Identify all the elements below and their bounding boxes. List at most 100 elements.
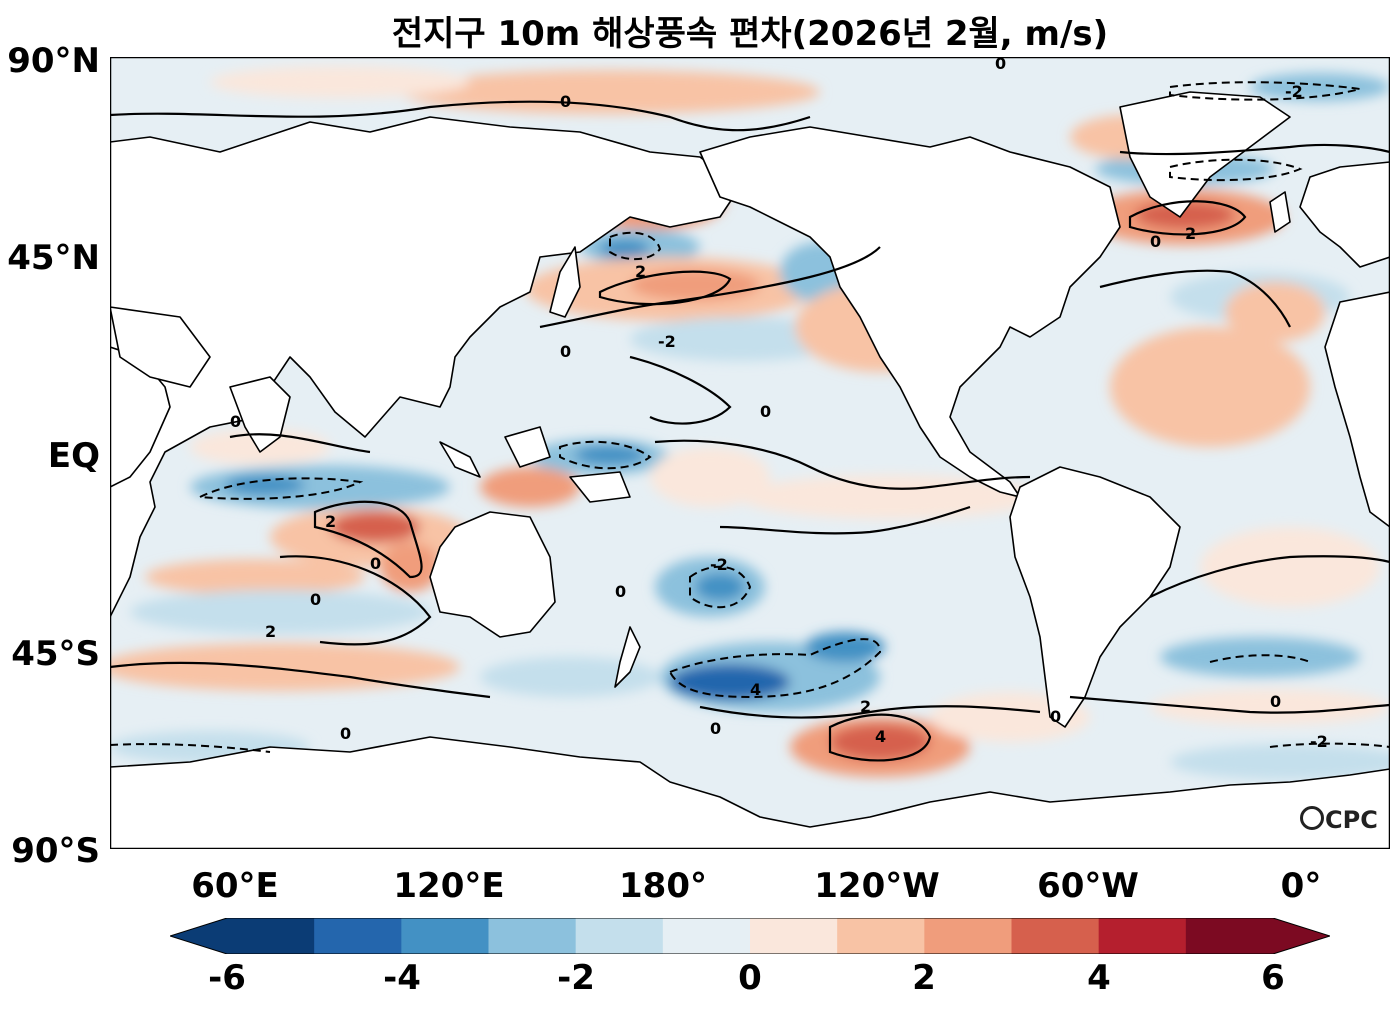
contour-label: 0 xyxy=(615,582,626,601)
contour-label: 2 xyxy=(635,262,646,281)
colorbar-segment xyxy=(488,918,577,954)
colorbar-segment xyxy=(1185,918,1274,954)
land-india xyxy=(229,376,291,453)
contour-minus-two xyxy=(1169,158,1303,182)
positive-anomaly xyxy=(330,511,420,543)
contour-label: -2 xyxy=(710,555,728,574)
contour-zero xyxy=(279,555,432,646)
colorbar-segment xyxy=(750,918,838,954)
lon-label-180: 180° xyxy=(619,866,707,906)
land-eurasia xyxy=(110,116,741,618)
land-arabia xyxy=(110,306,211,388)
positive-anomaly xyxy=(145,559,365,595)
contour-label: 4 xyxy=(875,727,886,746)
lon-label-60w: 60°W xyxy=(1037,866,1139,906)
colorbar-tick: -2 xyxy=(557,958,595,998)
contour-zero xyxy=(1149,555,1390,598)
land-masses xyxy=(110,91,1390,849)
contour-label: 0 xyxy=(1150,232,1161,251)
contour-minus-two xyxy=(559,440,652,470)
contour-minus-two xyxy=(609,231,662,261)
positive-anomaly xyxy=(380,542,440,592)
globe-icon xyxy=(1300,806,1324,830)
contour-label: 0 xyxy=(710,719,721,738)
contour-two xyxy=(828,713,932,762)
contour-labels: 0 0 2 -2 0 0 0 2 0 0 2 -2 0 4 0 2 4 0 2 … xyxy=(230,57,1328,751)
anomaly-map: 0 0 2 -2 0 0 0 2 0 0 2 -2 0 4 0 2 4 0 2 … xyxy=(110,57,1390,849)
lat-label-45s: 45°S xyxy=(11,634,100,674)
positive-anomaly xyxy=(110,643,460,691)
contour-zero xyxy=(1119,143,1390,156)
lat-label-90n: 90°N xyxy=(7,41,100,81)
contour-two xyxy=(313,500,423,579)
land-new-zealand xyxy=(614,626,641,688)
colorbar-tick: -4 xyxy=(383,958,421,998)
colorbar xyxy=(170,918,1330,954)
lon-label-0: 0° xyxy=(1280,866,1322,906)
land-borneo xyxy=(504,426,551,468)
negative-anomaly xyxy=(130,590,430,634)
land-antarctica xyxy=(110,736,1390,849)
colorbar-segment xyxy=(662,918,751,954)
contour-zero xyxy=(699,705,1041,719)
negative-anomaly xyxy=(630,317,850,361)
negative-anomaly xyxy=(225,475,305,495)
colorbar-segment xyxy=(227,918,315,954)
colorbar-tick: 4 xyxy=(1087,958,1111,998)
negative-anomaly xyxy=(1160,637,1360,677)
land-uk xyxy=(1269,191,1291,233)
positive-anomaly xyxy=(630,269,760,301)
negative-anomaly xyxy=(670,664,790,700)
contour-minus-two xyxy=(668,638,882,699)
lat-label-45n: 45°N xyxy=(7,238,100,278)
land-greenland xyxy=(1119,91,1291,218)
colorbar-extend-min xyxy=(170,918,227,954)
positive-anomaly xyxy=(1200,527,1380,607)
land-europe xyxy=(1299,161,1390,268)
colorbar-tick: 2 xyxy=(912,958,936,998)
contour-label: 0 xyxy=(230,412,241,431)
negative-anomaly xyxy=(695,573,745,601)
contour-lines xyxy=(110,100,1390,762)
negative-anomaly xyxy=(805,632,885,662)
contour-zero xyxy=(629,355,732,425)
negative-contours xyxy=(110,81,1390,753)
contour-label: 0 xyxy=(760,402,771,421)
land-north-america xyxy=(699,126,1121,498)
contour-label: -2 xyxy=(658,332,676,351)
contour-label: 2 xyxy=(265,622,276,641)
colorbar-segment xyxy=(1011,918,1100,954)
contour-label: 4 xyxy=(750,680,761,699)
colorbar-segment xyxy=(924,918,1012,954)
positive-anomaly xyxy=(210,66,470,98)
map-frame xyxy=(110,57,1390,849)
colorbar-segment xyxy=(575,918,664,954)
land-sumatra xyxy=(439,441,481,478)
contour-label: 0 xyxy=(370,554,381,573)
land-south-america xyxy=(1009,466,1181,728)
contour-zero xyxy=(110,100,811,132)
positive-anomaly xyxy=(650,447,770,507)
contour-minus-two xyxy=(1269,742,1390,748)
positive-anomaly xyxy=(1150,689,1390,725)
contour-label: 2 xyxy=(860,697,871,716)
land-japan xyxy=(549,246,581,318)
lon-label-60e: 60°E xyxy=(191,866,279,906)
contour-two xyxy=(1128,200,1247,236)
contour-zero xyxy=(229,433,371,454)
colorbar-segment xyxy=(401,918,489,954)
colorbar-tick: -6 xyxy=(208,958,246,998)
positive-anomaly xyxy=(1110,327,1310,447)
land-new-guinea xyxy=(569,471,631,503)
colorbar-tick: 6 xyxy=(1261,958,1285,998)
map-title: 전지구 10m 해상풍속 편차(2026년 2월, m/s) xyxy=(391,14,1109,54)
negative-anomaly xyxy=(1170,744,1390,780)
negative-anomaly xyxy=(600,239,650,259)
land-australia xyxy=(429,511,556,638)
cpc-logo-text: CPC xyxy=(1325,806,1378,834)
contour-minus-two xyxy=(110,743,271,753)
lat-label-eq: EQ xyxy=(47,436,100,476)
contour-minus-two xyxy=(689,565,752,609)
colorbar-tick: 0 xyxy=(738,958,762,998)
positive-anomaly xyxy=(1135,201,1235,229)
